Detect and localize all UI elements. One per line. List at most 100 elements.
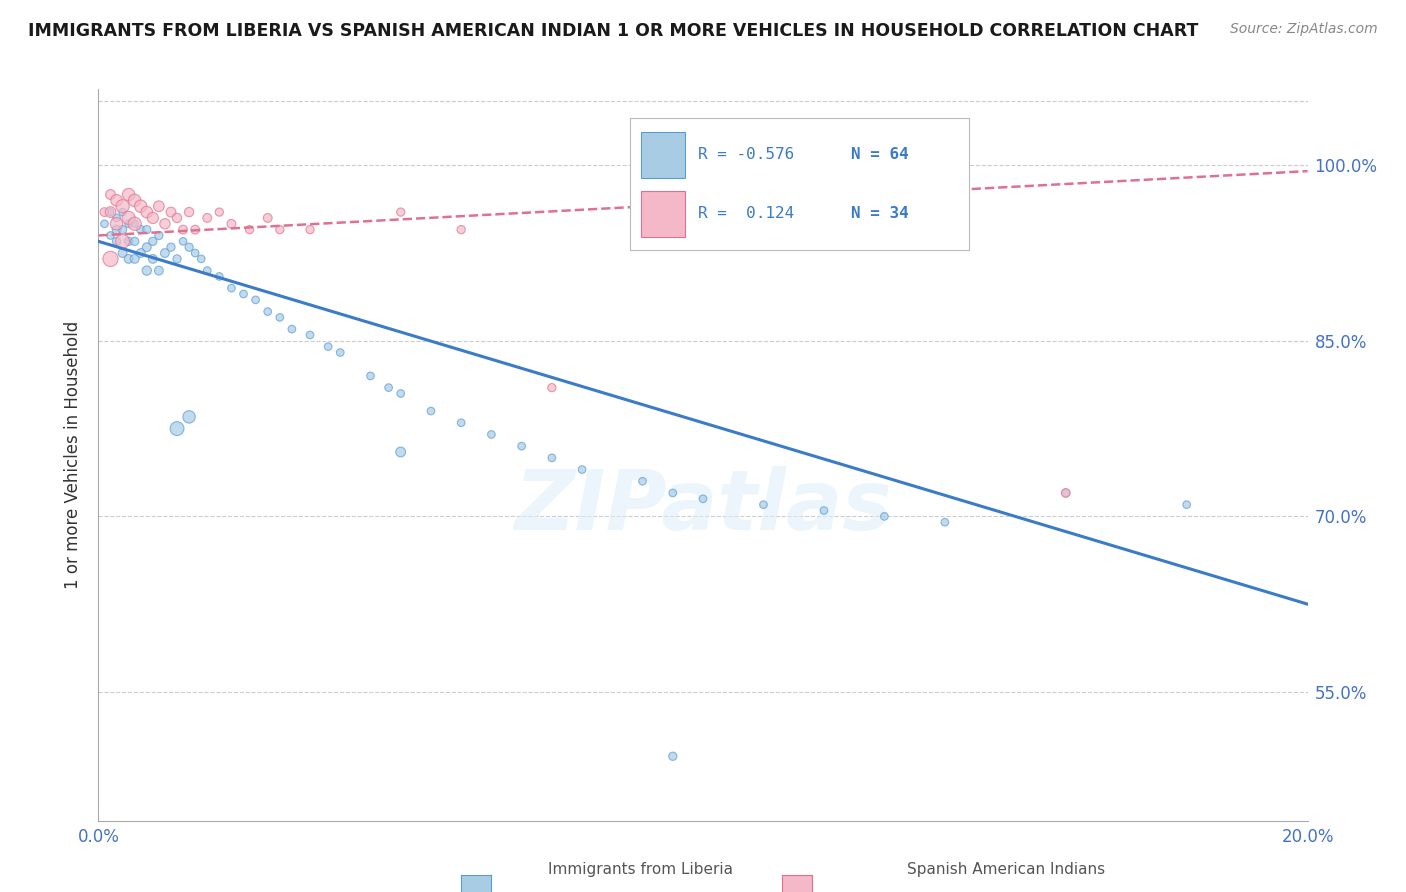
Point [118,217,141,231]
Point [221,217,243,231]
Point [299,222,322,236]
Point [179,409,201,424]
Point [111,205,134,219]
Point [360,368,382,383]
Point [1054,486,1077,500]
Point [195,263,218,277]
Point [208,269,231,284]
Text: Source: ZipAtlas.com: Source: ZipAtlas.com [1230,22,1378,37]
Text: ZIPatlas: ZIPatlas [515,466,891,547]
Point [124,217,146,231]
Point [105,217,128,231]
Point [316,340,339,354]
Point [190,252,212,266]
Point [93,205,115,219]
Point [129,199,152,213]
Point [510,439,533,453]
Point [100,187,122,202]
Point [160,240,183,254]
Point [692,491,714,506]
Point [105,211,128,225]
Point [813,164,835,178]
Point [329,345,352,359]
Point [124,252,146,266]
Point [813,503,835,517]
Point [662,486,685,500]
Y-axis label: 1 or more Vehicles in Household: 1 or more Vehicles in Household [65,321,83,589]
Point [1054,486,1077,500]
Point [100,205,122,219]
Point [129,246,152,260]
Point [118,235,141,249]
Point [1175,498,1198,512]
Point [299,328,322,343]
Point [118,211,141,225]
Point [105,222,128,236]
Point [269,222,291,236]
Point [752,498,775,512]
Point [934,515,956,529]
Point [256,304,278,318]
Text: Immigrants from Liberia: Immigrants from Liberia [548,863,734,877]
Point [166,421,188,435]
Point [389,445,412,459]
Point [166,211,188,225]
Point [239,222,262,236]
Point [100,252,122,266]
Text: Spanish American Indians: Spanish American Indians [907,863,1105,877]
Point [221,281,243,295]
Point [135,205,157,219]
Point [124,194,146,208]
Point [153,217,176,231]
Point [118,252,141,266]
Point [111,222,134,236]
Point [172,235,194,249]
Point [111,246,134,260]
Point [540,381,562,395]
Point [256,211,278,225]
Point [420,404,443,418]
Point [571,462,593,476]
Point [245,293,267,307]
Point [100,205,122,219]
Point [269,310,291,325]
Point [124,235,146,249]
Point [377,381,399,395]
Point [111,199,134,213]
Point [540,450,562,465]
Point [631,475,654,489]
Point [105,235,128,249]
Point [184,222,207,236]
Point [135,263,157,277]
Point [208,205,231,219]
Point [148,199,170,213]
Point [129,222,152,236]
Point [232,287,254,301]
Point [184,246,207,260]
Point [111,235,134,249]
Point [662,749,685,764]
Point [148,228,170,243]
Point [142,252,165,266]
Point [118,187,141,202]
Point [105,194,128,208]
Point [160,205,183,219]
Point [481,427,503,442]
Point [142,235,165,249]
Point [450,416,472,430]
Point [179,205,201,219]
Point [135,222,157,236]
Point [389,205,412,219]
Point [93,217,115,231]
Point [124,217,146,231]
Point [873,509,896,524]
Point [179,240,201,254]
Point [153,246,176,260]
Point [195,211,218,225]
Point [148,263,170,277]
Text: IMMIGRANTS FROM LIBERIA VS SPANISH AMERICAN INDIAN 1 OR MORE VEHICLES IN HOUSEHO: IMMIGRANTS FROM LIBERIA VS SPANISH AMERI… [28,22,1198,40]
Point [100,228,122,243]
Point [166,252,188,266]
Point [281,322,304,336]
Point [450,222,472,236]
